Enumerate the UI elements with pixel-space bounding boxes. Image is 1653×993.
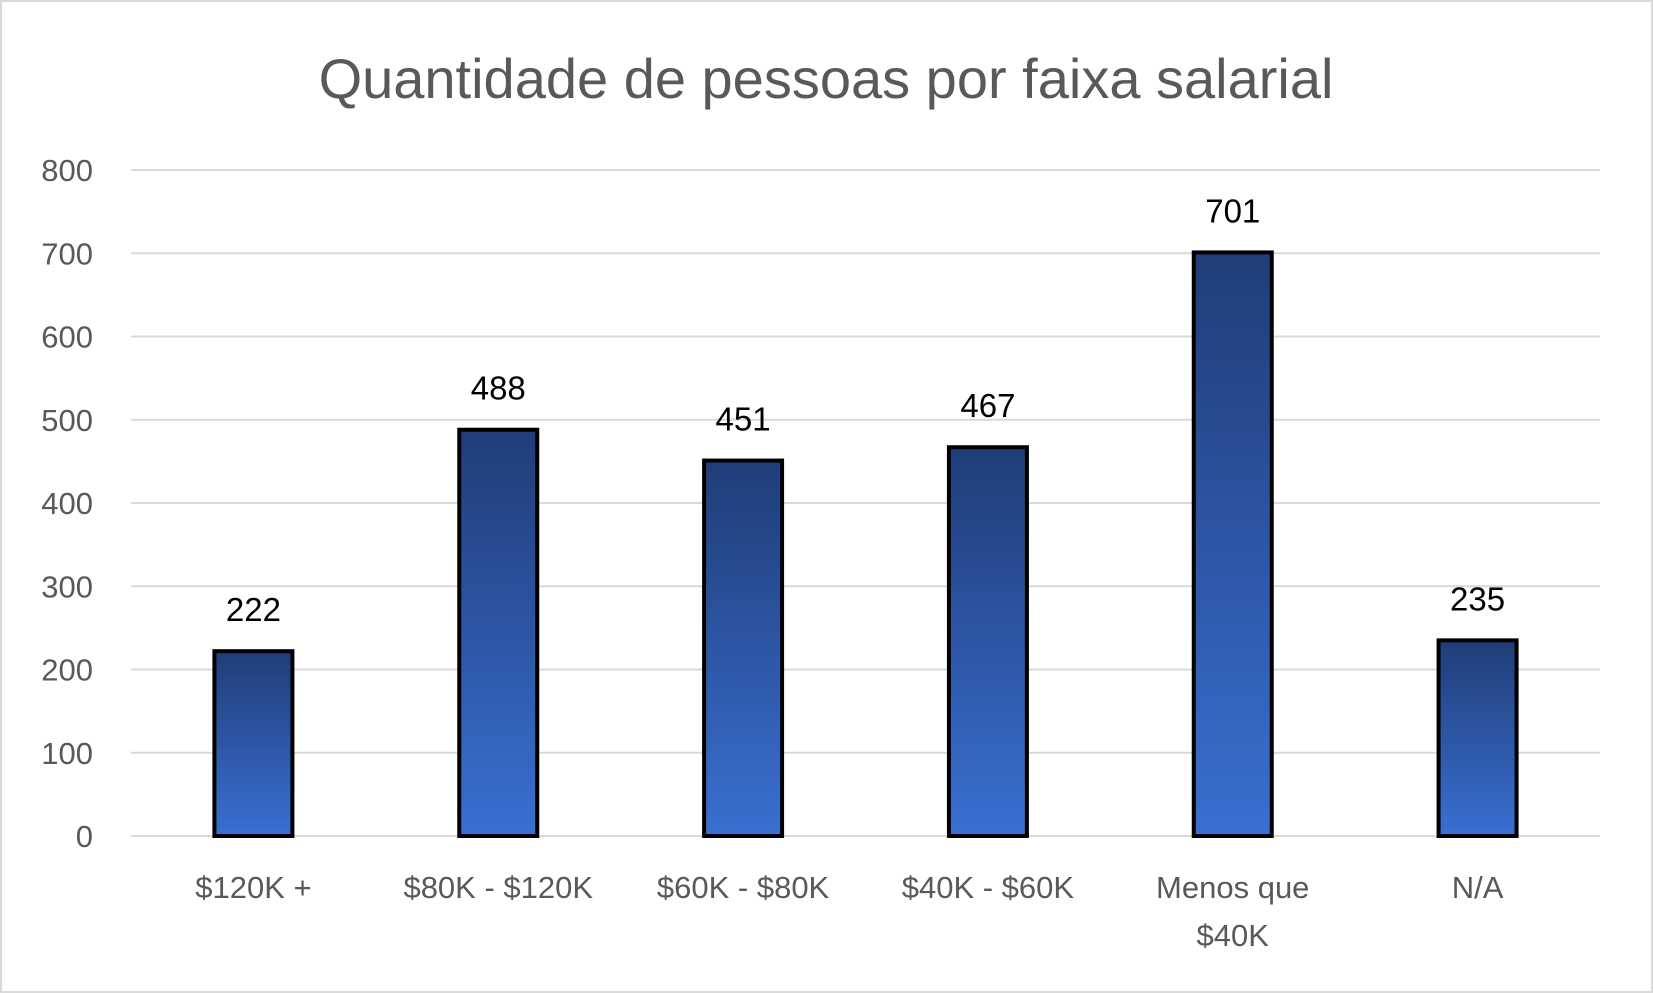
data-label: 701 [1205,192,1260,229]
x-axis-ticks: $120K + $80K - $120K $60K - $80K $40K - $60… [195,870,1504,953]
y-tick-label: 100 [41,736,93,771]
y-tick-label: 500 [41,403,93,438]
y-tick-label: 300 [41,569,93,604]
data-label: 235 [1450,580,1505,617]
y-axis-ticks: 0 100 200 300 400 500 600 700 800 [41,153,93,854]
x-tick-label-line: $40K [1197,918,1270,953]
x-tick-label: N/A [1452,870,1504,905]
y-tick-label: 400 [41,486,93,521]
data-label: 488 [471,370,526,407]
x-tick-label-line: $60K - $80K [657,870,830,905]
bars [212,250,1519,839]
data-label: 222 [226,591,281,628]
x-tick-label: Menos que $40K [1156,870,1309,953]
y-tick-label: 200 [41,653,93,688]
x-tick-label-line: N/A [1452,870,1504,905]
x-tick-label-line: $40K - $60K [902,870,1075,905]
y-tick-label: 0 [76,819,93,854]
chart-title: Quantidade de pessoas por faixa salarial [319,47,1334,110]
y-tick-label: 800 [41,153,93,188]
bar [702,458,785,838]
bar [1436,638,1519,838]
x-tick-label-line: $120K + [195,870,311,905]
x-tick-label: $60K - $80K [657,870,830,905]
bar [1191,250,1274,839]
gridlines [131,169,1600,837]
x-tick-label-line: Menos que [1156,870,1309,905]
x-tick-label: $120K + [195,870,311,905]
data-label: 451 [716,401,771,438]
bar [946,445,1029,838]
x-tick-label: $40K - $60K [902,870,1075,905]
x-tick-label: $80K - $120K [403,870,593,905]
bar [457,427,540,838]
y-tick-label: 600 [41,320,93,355]
data-labels: 222 488 451 467 701 235 [226,192,1505,628]
y-tick-label: 700 [41,236,93,271]
x-tick-label-line: $80K - $120K [403,870,593,905]
data-label: 467 [960,387,1015,424]
bar [212,649,295,838]
